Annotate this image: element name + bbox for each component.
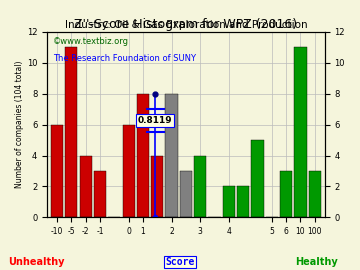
Y-axis label: Number of companies (104 total): Number of companies (104 total) — [15, 61, 24, 188]
Text: Unhealthy: Unhealthy — [8, 257, 64, 267]
Bar — [94, 171, 106, 217]
Bar — [280, 171, 292, 217]
Text: Industry: Oil & Gas Exploration and Production: Industry: Oil & Gas Exploration and Prod… — [64, 20, 307, 30]
Bar — [151, 156, 163, 217]
Bar — [309, 171, 321, 217]
Bar — [251, 140, 264, 217]
Bar — [166, 94, 177, 217]
Text: The Research Foundation of SUNY: The Research Foundation of SUNY — [53, 54, 195, 63]
Text: ©www.textbiz.org: ©www.textbiz.org — [53, 38, 129, 46]
Title: Z''-Score Histogram for WPZ (2016): Z''-Score Histogram for WPZ (2016) — [74, 18, 297, 31]
Text: Healthy: Healthy — [296, 257, 338, 267]
Bar — [294, 47, 306, 217]
Bar — [122, 125, 135, 217]
Bar — [223, 187, 235, 217]
Bar — [194, 156, 206, 217]
Bar — [80, 156, 92, 217]
Text: 0.8119: 0.8119 — [138, 116, 172, 125]
Text: Score: Score — [165, 257, 195, 267]
Bar — [180, 171, 192, 217]
Bar — [137, 94, 149, 217]
Bar — [51, 125, 63, 217]
Bar — [237, 187, 249, 217]
Bar — [65, 47, 77, 217]
